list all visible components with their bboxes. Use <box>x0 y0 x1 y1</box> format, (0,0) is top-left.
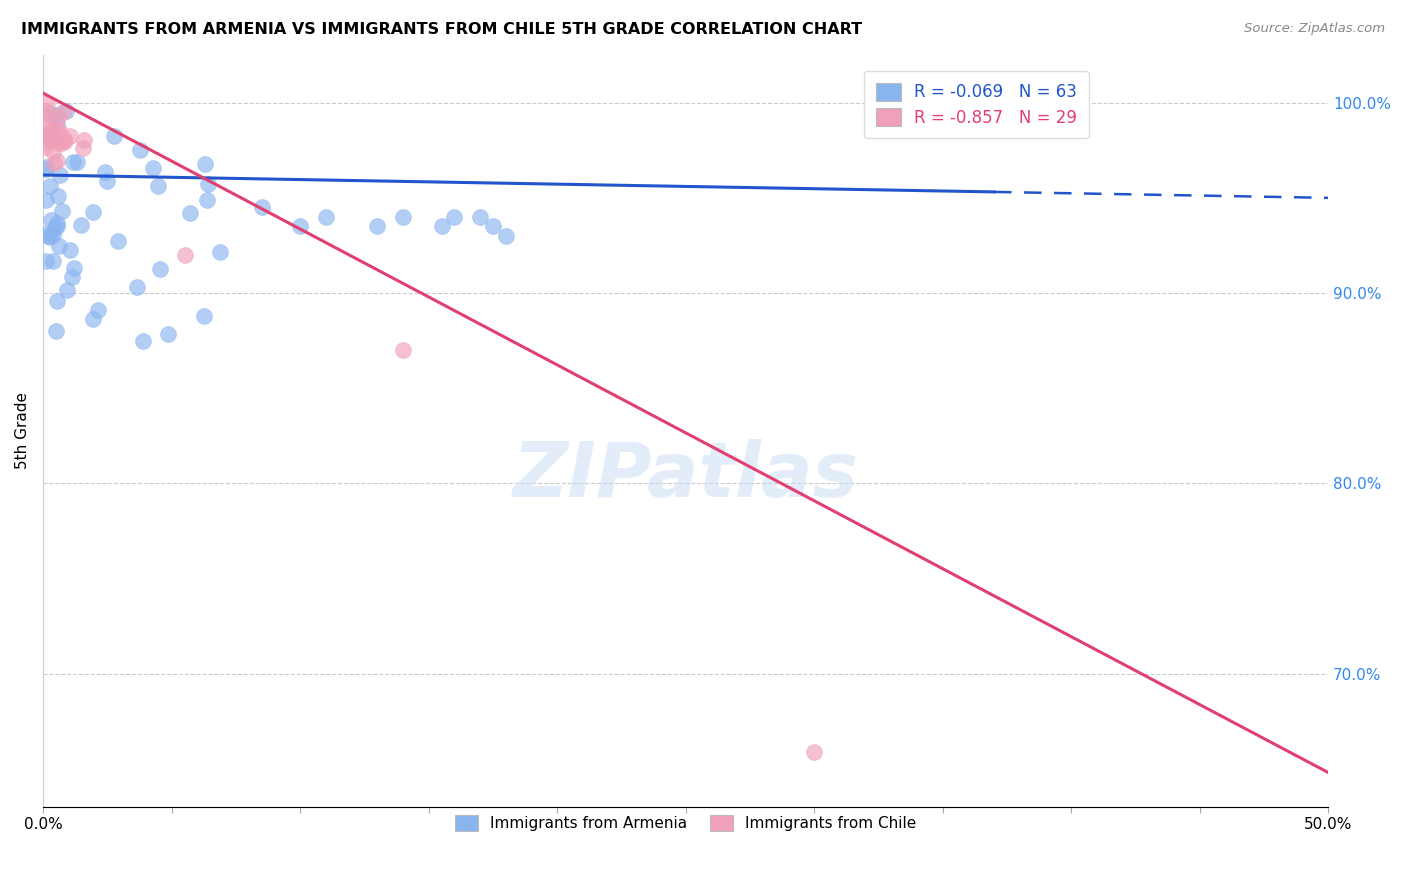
Point <box>39 213 62 227</box>
Point <box>53 134 76 148</box>
Point <box>44 155 66 169</box>
Point <box>63 260 86 275</box>
Point <box>803 745 825 759</box>
Point <box>60 270 83 285</box>
Legend: Immigrants from Armenia, Immigrants from Chile: Immigrants from Armenia, Immigrants from… <box>446 806 925 840</box>
Point <box>82 204 104 219</box>
Point <box>38 106 60 120</box>
Point <box>59 244 82 258</box>
Point <box>194 157 217 171</box>
Point <box>66 154 89 169</box>
Point <box>37 130 59 145</box>
Point <box>44 220 66 235</box>
Point <box>35 194 58 208</box>
Point <box>129 143 152 157</box>
Point <box>42 132 65 146</box>
Point <box>35 135 58 149</box>
Point <box>149 261 172 276</box>
Point <box>38 126 60 140</box>
Point <box>46 216 69 230</box>
Point <box>48 188 70 202</box>
Point <box>55 283 77 297</box>
Point <box>173 248 195 262</box>
Point <box>193 310 215 324</box>
Point <box>41 253 63 268</box>
Point <box>42 227 65 242</box>
Point <box>59 128 82 143</box>
Point <box>53 131 76 145</box>
Point <box>42 145 65 159</box>
Point <box>52 105 75 120</box>
Point <box>197 177 219 191</box>
Point <box>290 219 312 234</box>
Point <box>146 179 169 194</box>
Point <box>468 210 491 224</box>
Point <box>46 117 69 131</box>
Point <box>392 343 415 357</box>
Point <box>125 280 148 294</box>
Point <box>37 229 59 244</box>
Point <box>443 210 465 224</box>
Point <box>45 294 67 309</box>
Point <box>157 327 180 342</box>
Point <box>46 136 69 150</box>
Point <box>62 154 84 169</box>
Point <box>195 193 218 207</box>
Text: Source: ZipAtlas.com: Source: ZipAtlas.com <box>1244 22 1385 36</box>
Point <box>82 312 104 326</box>
Point <box>37 95 59 110</box>
Point <box>73 133 96 147</box>
Point <box>46 111 69 125</box>
Point <box>142 161 165 175</box>
Point <box>38 107 60 121</box>
Point <box>38 229 60 244</box>
Point <box>35 115 58 129</box>
Point <box>103 128 125 143</box>
Point <box>69 219 91 233</box>
Text: ZIPatlas: ZIPatlas <box>513 439 859 513</box>
Point <box>42 132 65 146</box>
Point <box>392 210 415 224</box>
Point <box>39 179 62 194</box>
Point <box>35 162 58 177</box>
Point <box>35 253 58 268</box>
Point <box>48 168 70 182</box>
Point <box>87 303 110 318</box>
Point <box>35 160 58 174</box>
Point <box>45 122 67 136</box>
Point <box>366 219 388 234</box>
Point <box>430 219 453 234</box>
Point <box>38 122 60 136</box>
Point <box>96 174 118 188</box>
Point <box>495 228 517 243</box>
Point <box>35 128 58 142</box>
Point <box>208 245 231 260</box>
Point <box>179 206 201 220</box>
Point <box>132 334 155 348</box>
Point <box>51 204 73 219</box>
Y-axis label: 5th Grade: 5th Grade <box>15 392 30 469</box>
Point <box>250 200 273 214</box>
Point <box>94 165 117 179</box>
Point <box>55 103 77 118</box>
Point <box>72 141 94 155</box>
Point <box>45 324 67 338</box>
Point <box>46 219 69 234</box>
Point <box>48 239 70 253</box>
Point <box>35 227 58 241</box>
Point <box>45 108 67 122</box>
Point <box>46 154 69 169</box>
Point <box>35 140 58 154</box>
Point <box>48 122 70 136</box>
Point <box>38 132 60 146</box>
Point <box>315 210 337 224</box>
Point <box>482 219 505 234</box>
Text: IMMIGRANTS FROM ARMENIA VS IMMIGRANTS FROM CHILE 5TH GRADE CORRELATION CHART: IMMIGRANTS FROM ARMENIA VS IMMIGRANTS FR… <box>21 22 862 37</box>
Point <box>42 128 65 143</box>
Point <box>51 136 73 150</box>
Point <box>107 235 129 249</box>
Point <box>35 104 58 119</box>
